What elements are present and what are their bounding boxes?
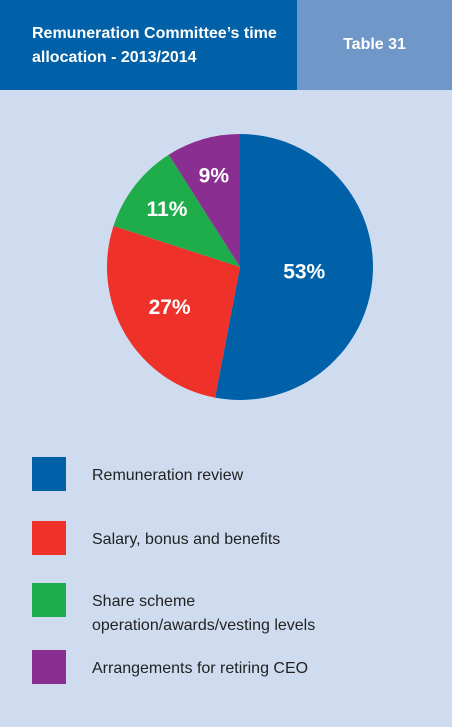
legend-label: Arrangements for retiring CEO (92, 660, 309, 677)
pie-slice (215, 134, 373, 400)
table-label: Table 31 (343, 36, 406, 53)
pie-slice (168, 134, 240, 267)
pie-slice (113, 154, 240, 267)
legend-swatch (32, 583, 66, 617)
legend-swatch (32, 457, 66, 491)
chart-title: Remuneration Committee’s time allocation… (32, 25, 277, 66)
legend-label: Share scheme operation/awards/vesting le… (92, 593, 316, 634)
legend-swatch (32, 521, 66, 555)
header-box (0, 0, 297, 90)
data-label: 11% (147, 198, 188, 221)
legend-label: Remuneration review (92, 467, 244, 484)
header-label-box (297, 0, 452, 90)
pie-slice (107, 225, 241, 398)
legend-label: Salary, bonus and benefits (92, 531, 281, 548)
legend-swatch (32, 650, 66, 684)
data-label: 27% (149, 296, 191, 319)
pie-chart: 53% 27% 11% 9% (107, 134, 373, 400)
data-label: 53% (283, 261, 325, 284)
data-label: 9% (199, 165, 230, 188)
